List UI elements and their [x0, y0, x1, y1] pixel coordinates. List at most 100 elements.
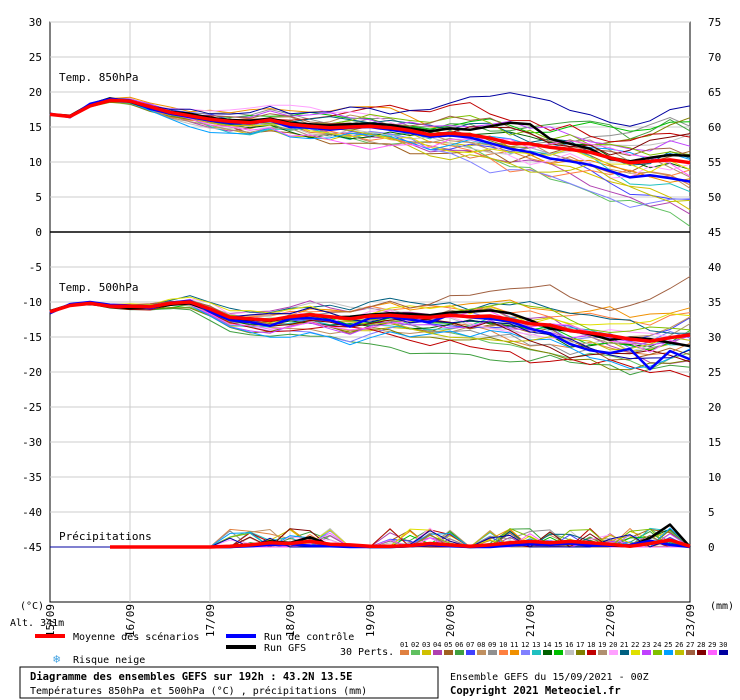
pert-id-label: 13	[532, 641, 540, 649]
legend-perts-label: 30 Perts.	[340, 647, 394, 658]
left-axis-ticks: 30 25 20 15 10 5 0 -5 -10 -15 -20 -25 -30 -35 -40 -45	[22, 16, 42, 554]
left-tick-label: -40	[22, 506, 42, 519]
pert-color-swatch	[400, 650, 409, 655]
member-line-850	[49, 98, 691, 152]
pert-id-label: 15	[554, 641, 562, 649]
pert-id-label: 27	[686, 641, 694, 649]
right-tick-label: 50	[708, 191, 721, 204]
pert-id-label: 08	[477, 641, 485, 649]
pert-color-swatch	[499, 650, 508, 655]
pert-color-swatch	[675, 650, 684, 655]
pert-id-label: 29	[708, 641, 716, 649]
x-tick-label: 20/09	[444, 604, 457, 637]
pert-id-label: 18	[587, 641, 595, 649]
left-tick-label: 5	[35, 191, 42, 204]
x-tick-label: 23/09	[684, 604, 697, 637]
pert-id-label: 07	[466, 641, 474, 649]
left-tick-label: -25	[22, 401, 42, 414]
legend-mean-label: Moyenne des scénarios	[73, 631, 199, 643]
pert-id-label: 09	[488, 641, 496, 649]
altitude-label: Alt. 341m	[10, 618, 64, 629]
right-tick-label: 15	[708, 436, 721, 449]
footer-run-info: Ensemble GEFS du 15/09/2021 - 00Z	[450, 672, 649, 683]
pert-color-swatch	[532, 650, 541, 655]
pert-color-swatch	[686, 650, 695, 655]
pert-id-label: 25	[664, 641, 672, 649]
pert-color-swatch	[444, 650, 453, 655]
pert-color-swatch	[488, 650, 497, 655]
pert-id-label: 24	[653, 641, 661, 649]
pert-color-swatch	[510, 650, 519, 655]
member-line-500	[49, 303, 691, 378]
legend-control-label: Run de contrôle	[264, 631, 354, 643]
footer-copyright: Copyright 2021 Meteociel.fr	[450, 685, 621, 697]
pert-color-swatch	[565, 650, 574, 655]
right-tick-label: 75	[708, 16, 721, 29]
pert-id-label: 02	[411, 641, 419, 649]
pert-color-swatch	[521, 650, 530, 655]
x-tick-label: 17/09	[204, 604, 217, 637]
member-line-850	[49, 99, 691, 178]
pert-id-label: 26	[675, 641, 683, 649]
legend-snow-label: Risque neige	[73, 655, 145, 666]
pert-color-swatch	[631, 650, 640, 655]
pert-id-label: 03	[422, 641, 430, 649]
left-tick-label: 10	[29, 156, 42, 169]
member-line-850	[49, 96, 691, 183]
pert-id-label: 23	[642, 641, 650, 649]
right-tick-label: 40	[708, 261, 721, 274]
pert-id-label: 11	[510, 641, 518, 649]
x-tick-label: 18/09	[284, 604, 297, 637]
panel-label-850: Temp. 850hPa	[59, 71, 138, 84]
x-axis-date-ticks: 15/09 16/09 17/09 18/09 19/09 20/09 21/09 22/09…	[44, 604, 697, 637]
pert-color-swatch	[598, 650, 607, 655]
series-mean-500	[49, 300, 691, 343]
pert-color-swatch	[477, 650, 486, 655]
pert-color-swatch	[719, 650, 728, 655]
pert-id-label: 19	[598, 641, 606, 649]
perturbation-legend: 01 02 03 04 05 06 07 08 09 10 11 12 13 14 15 16 17 18 19 20…	[400, 641, 728, 655]
pert-color-swatch	[411, 650, 420, 655]
left-tick-label: -10	[22, 296, 42, 309]
footer-title-box	[19, 666, 439, 699]
pert-color-swatch	[642, 650, 651, 655]
left-tick-label: -5	[29, 261, 42, 274]
pert-color-swatch	[708, 650, 717, 655]
pert-id-label: 06	[455, 641, 463, 649]
pert-id-label: 14	[543, 641, 551, 649]
left-unit-label: (°C)	[20, 601, 44, 612]
pert-color-swatch	[455, 650, 464, 655]
pert-color-swatch	[554, 650, 563, 655]
right-tick-label: 30	[708, 331, 721, 344]
right-tick-label: 55	[708, 156, 721, 169]
member-line-500	[49, 303, 691, 376]
right-tick-label: 70	[708, 51, 721, 64]
snowflake-icon: ❄	[53, 652, 60, 666]
pert-id-label: 20	[609, 641, 617, 649]
pert-id-label: 21	[620, 641, 628, 649]
pert-color-swatch	[576, 650, 585, 655]
pert-color-swatch	[609, 650, 618, 655]
pert-color-swatch	[587, 650, 596, 655]
x-tick-label: 15/09	[44, 604, 57, 637]
pert-id-label: 22	[631, 641, 639, 649]
pert-id-label: 16	[565, 641, 573, 649]
main-series	[49, 97, 691, 549]
panel-label-500: Temp. 500hPa	[59, 281, 138, 294]
left-tick-label: -45	[22, 541, 42, 554]
left-tick-label: -20	[22, 366, 42, 379]
member-line-500	[49, 276, 691, 318]
right-tick-label: 60	[708, 121, 721, 134]
legend-gfs-label: Run GFS	[264, 643, 306, 654]
right-tick-label: 10	[708, 471, 721, 484]
pert-color-swatch	[466, 650, 475, 655]
right-tick-label: 25	[708, 366, 721, 379]
left-tick-label: 30	[29, 16, 42, 29]
pert-id-label: 05	[444, 641, 452, 649]
right-tick-label: 35	[708, 296, 721, 309]
right-tick-label: 65	[708, 86, 721, 99]
left-tick-label: 0	[35, 226, 42, 239]
series-mean-850	[49, 98, 691, 165]
pert-id-label: 17	[576, 641, 584, 649]
